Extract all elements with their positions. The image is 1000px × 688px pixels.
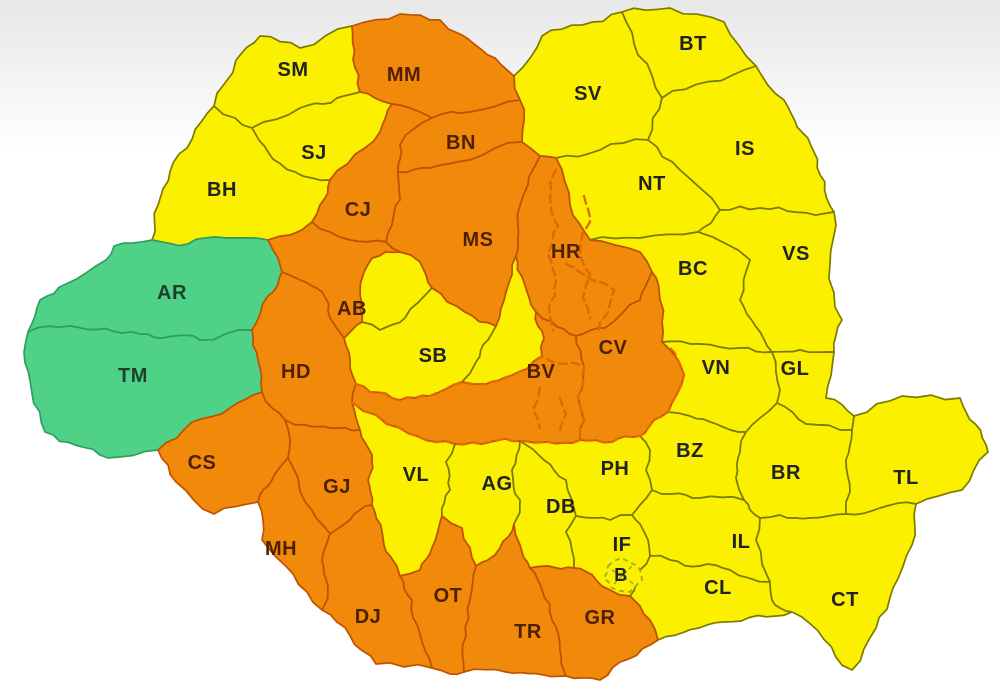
dashed-mountain-zone-north-edge: [354, 354, 586, 442]
county-ar: [27, 236, 283, 341]
bucharest-inner-mark: [613, 565, 633, 585]
dashed-hr-inner-zone-1: [546, 168, 560, 332]
dashed-bv-inner-zone-1: [531, 386, 542, 430]
alert-zone-dashes-layer: [350, 168, 686, 446]
bucharest-inner-mark: [611, 569, 635, 585]
county-ab: [267, 221, 401, 339]
dashed-bv-inner-zone-2: [558, 396, 568, 432]
counties-layer: [23, 7, 989, 681]
county-tl: [845, 394, 989, 516]
county-gr: [529, 565, 659, 681]
dashed-cv-inner-zone: [564, 262, 616, 336]
dashed-hr-inner-zone-2: [578, 194, 592, 320]
county-mh: [257, 457, 331, 611]
dashed-mountain-zone-south-edge: [350, 344, 686, 446]
county-ct: [755, 501, 917, 671]
